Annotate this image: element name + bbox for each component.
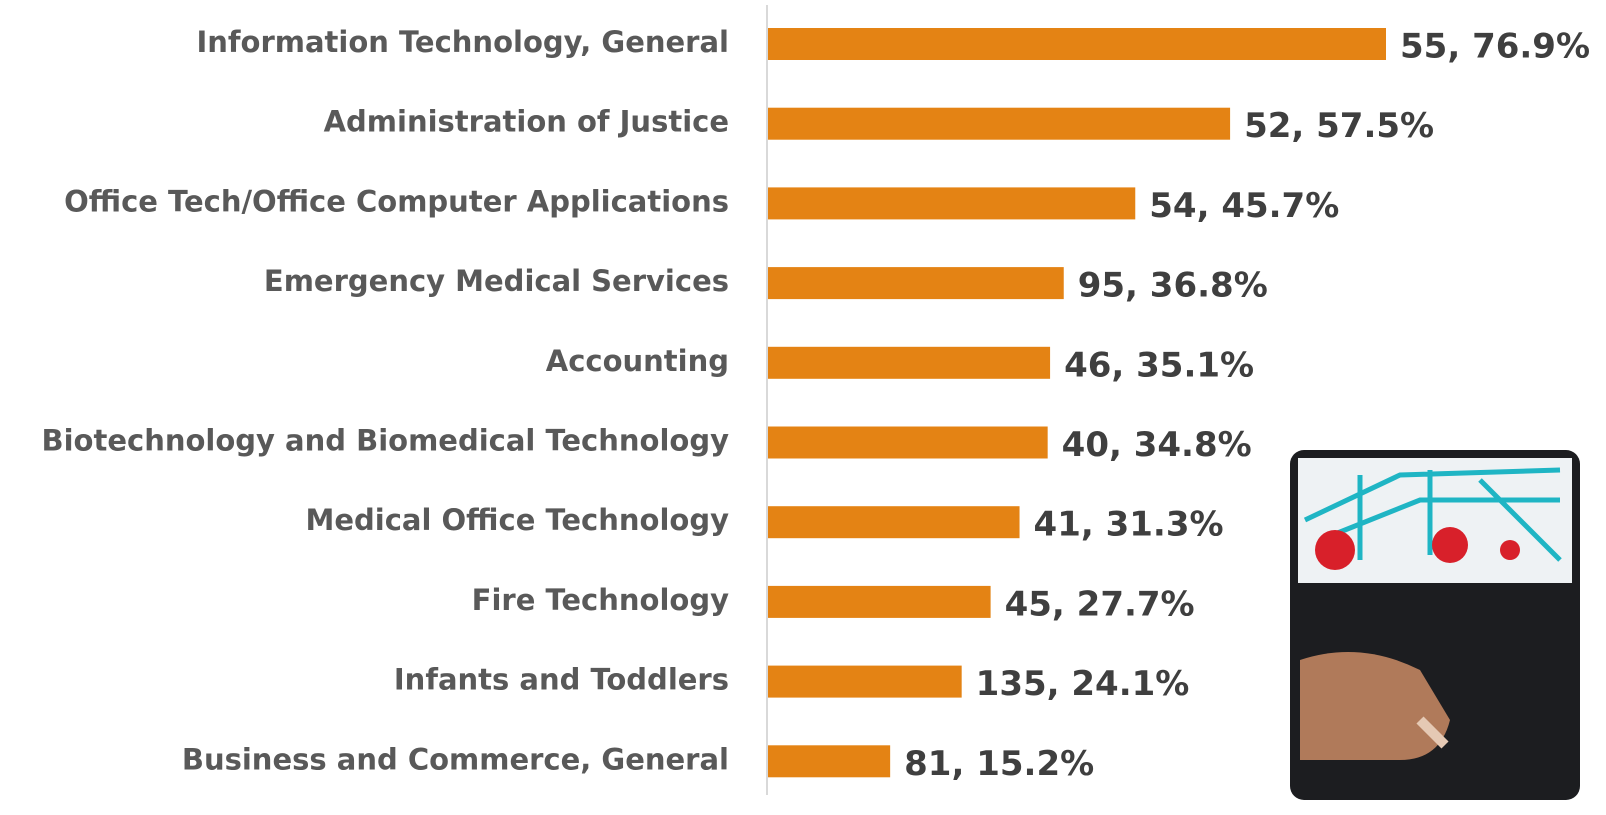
bar — [768, 665, 962, 698]
category-label: Office Tech/Office Computer Applications — [64, 184, 729, 218]
category-label: Administration of Justice — [324, 105, 729, 139]
category-label: Infants and Toddlers — [394, 663, 729, 697]
category-label: Business and Commerce, General — [182, 742, 729, 776]
data-label: 95, 36.8% — [1078, 266, 1268, 306]
photo — [1290, 450, 1580, 800]
bar — [768, 585, 991, 618]
bar — [768, 187, 1136, 220]
bar — [768, 107, 1231, 140]
category-label: Accounting — [546, 344, 729, 378]
category-label: Emergency Medical Services — [264, 264, 729, 298]
bar — [768, 346, 1051, 379]
bar — [768, 267, 1064, 300]
data-label: 40, 34.8% — [1062, 425, 1252, 465]
category-label: Medical Office Technology — [305, 503, 729, 537]
data-label: 54, 45.7% — [1149, 186, 1339, 226]
data-label: 45, 27.7% — [1005, 584, 1195, 624]
bar — [768, 506, 1020, 539]
data-label: 46, 35.1% — [1064, 345, 1254, 385]
category-label: Biotechnology and Biomedical Technology — [42, 424, 730, 458]
data-label: 135, 24.1% — [976, 664, 1190, 704]
category-label: Information Technology, General — [196, 25, 729, 59]
data-label: 81, 15.2% — [904, 744, 1094, 784]
data-label: 41, 31.3% — [1034, 505, 1224, 545]
data-label: 55, 76.9% — [1400, 27, 1590, 67]
bar — [768, 426, 1048, 459]
bar — [768, 28, 1386, 60]
bar — [768, 745, 891, 778]
data-label: 52, 57.5% — [1244, 106, 1434, 146]
category-label: Fire Technology — [472, 583, 729, 617]
